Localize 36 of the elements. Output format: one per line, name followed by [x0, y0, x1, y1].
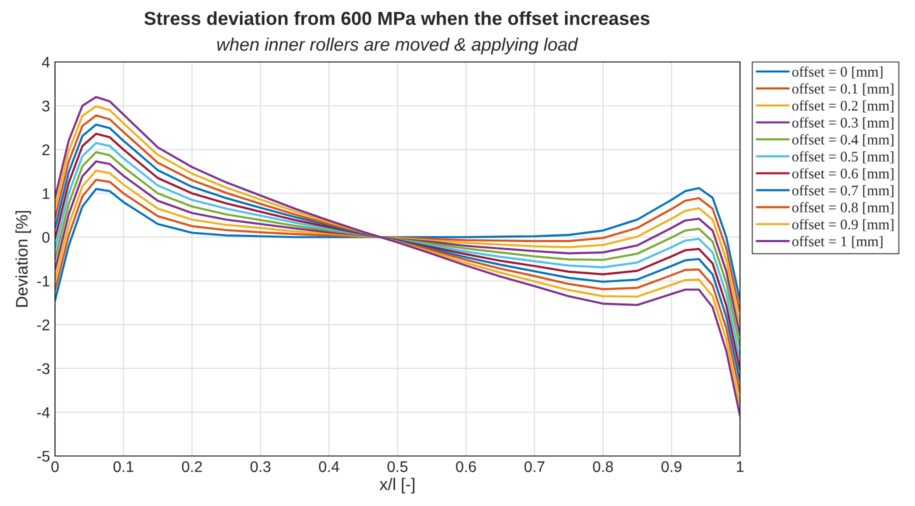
- x-tick-label: 0.6: [456, 461, 476, 472]
- x-tick-label: 0.9: [661, 461, 682, 472]
- y-tick-label: -3: [37, 363, 50, 374]
- y-axis-title: Deviation [%]: [15, 211, 31, 307]
- chart-subtitle: when inner rollers are moved & applying load: [217, 38, 578, 54]
- legend-label: offset = 0.2 [mm]: [792, 100, 894, 112]
- x-tick-label: 0.1: [113, 461, 134, 472]
- y-tick-label: -1: [37, 276, 50, 286]
- x-tick-label: 0.5: [387, 461, 408, 472]
- x-tick-label: 0: [51, 461, 59, 472]
- chart-title: Stress deviation from 600 MPa when the offset increases: [144, 11, 650, 26]
- legend-label: offset = 0.4 [mm]: [792, 134, 894, 146]
- legend-label: offset = 0.9 [mm]: [792, 218, 894, 232]
- legend-label: offset = 0.3 [mm]: [792, 117, 894, 130]
- legend-label: offset = 0.1 [mm]: [792, 83, 894, 96]
- x-tick-label: 0.3: [250, 461, 270, 472]
- y-tick-label: 2: [42, 144, 50, 156]
- legend-label: offset = 0.8 [mm]: [792, 202, 894, 214]
- legend-label: offset = 1 [mm]: [792, 236, 882, 248]
- legend-label: offset = 0.5 [mm]: [792, 151, 894, 164]
- y-tick-label: 0: [42, 232, 50, 243]
- y-tick-label: -5: [37, 451, 50, 462]
- y-tick-label: 3: [42, 100, 50, 112]
- legend-label: offset = 0.6 [mm]: [792, 168, 894, 180]
- y-tick-label: 1: [42, 188, 50, 199]
- x-tick-label: 0.2: [182, 461, 202, 472]
- x-tick-label: 0.4: [318, 461, 340, 472]
- y-tick-label: -2: [37, 320, 50, 330]
- x-tick-label: 0.7: [524, 461, 544, 472]
- legend-label: offset = 0.7 [mm]: [792, 185, 894, 198]
- legend-label: offset = 0 [mm]: [792, 66, 882, 79]
- y-tick-label: -4: [37, 407, 50, 418]
- x-tick-label: 1: [736, 461, 744, 472]
- x-tick-label: 0.8: [592, 461, 613, 472]
- x-axis-title: x/l [-]: [380, 478, 414, 494]
- y-tick-label: 4: [42, 57, 50, 68]
